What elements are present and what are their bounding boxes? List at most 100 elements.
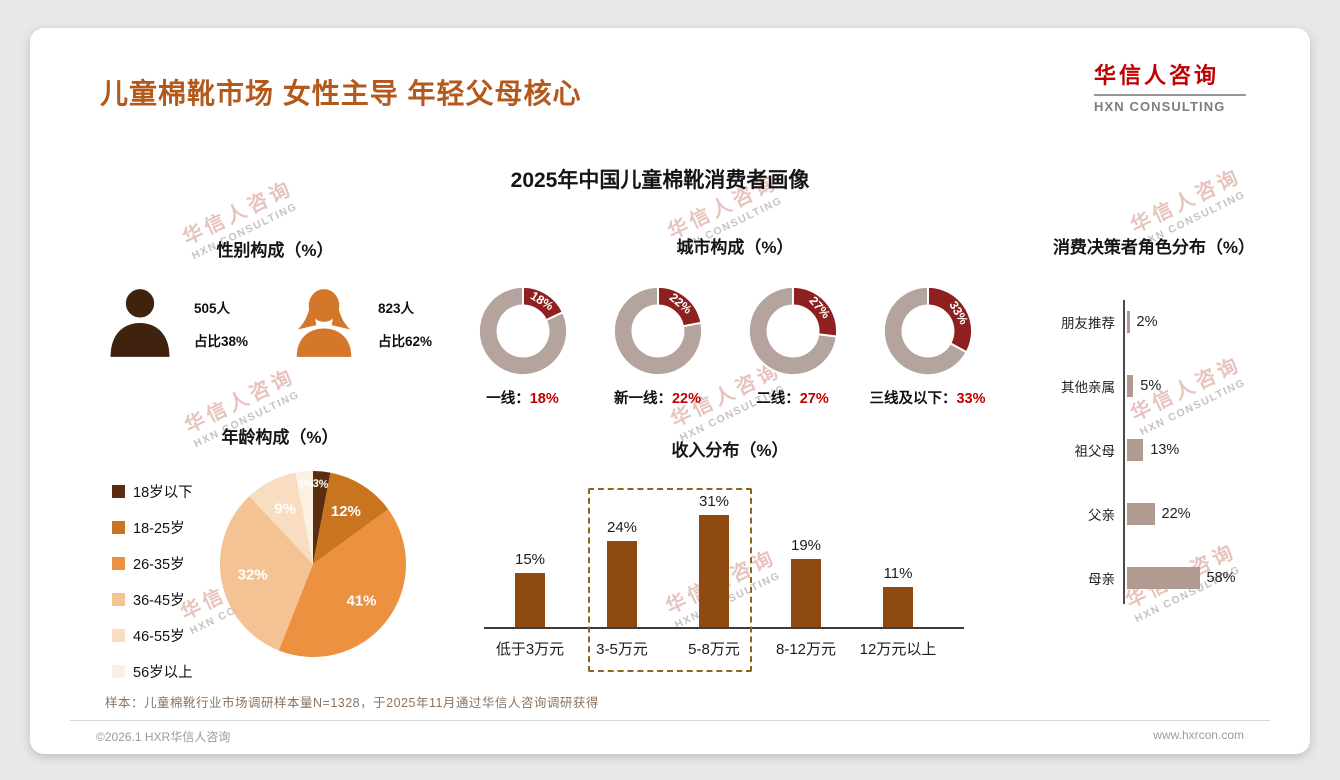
- age-pie-label: 9%: [274, 500, 296, 517]
- age-legend-item: 56岁以上: [112, 661, 193, 682]
- legend-swatch: [112, 521, 125, 534]
- city-donut-cell: 27% 二线：27%: [725, 282, 860, 408]
- donut-highlight-segment: [521, 285, 564, 322]
- city-section: 城市构成（%） 18% 一线：18% 22% 新一线：22% 27% 二线：27…: [455, 233, 1015, 408]
- decision-row: 祖父母 13%: [1015, 418, 1315, 482]
- decision-category-label: 祖父母: [1074, 444, 1116, 459]
- income-value-label: 24%: [606, 519, 638, 536]
- sample-note: 样本：儿童棉靴行业市场调研样本量N=1328，于2025年11月通过华信人咨询调…: [105, 696, 599, 710]
- logo-divider: [1094, 94, 1246, 96]
- income-column: 19%: [760, 537, 852, 627]
- donut-category-text: 二线：: [756, 391, 800, 407]
- income-column: 31%: [668, 493, 760, 627]
- gender-row: 505人 占比38% 823人 占比62%: [90, 285, 460, 361]
- age-pie-label: 3%: [312, 478, 329, 491]
- gender-section-title: 性别构成（%）: [216, 241, 334, 260]
- donut-category-value: 27%: [799, 391, 829, 407]
- income-bar: [515, 573, 545, 627]
- age-legend-item: 36-45岁: [112, 589, 193, 610]
- income-bar: [699, 515, 729, 627]
- age-pie-slice: [295, 471, 313, 564]
- donut-category-text: 一线：: [486, 391, 530, 407]
- chart-main-title: 2025年中国儿童棉靴消费者画像: [510, 169, 810, 192]
- decision-bar-chart: 朋友推荐 2% 其他亲属 5% 祖父母 13% 父亲 22% 母亲 58%: [1015, 290, 1315, 610]
- age-legend-item: 26-35岁: [112, 553, 193, 574]
- brand-logo: 华信人咨询 HXN CONSULTING: [1094, 58, 1246, 114]
- city-donut-cell: 18% 一线：18%: [455, 282, 590, 408]
- legend-label: 26-35岁: [133, 557, 185, 573]
- footer: ©2026.1 HXR华信人咨询 www.hxrcon.com: [96, 728, 1244, 745]
- income-category-label: 5-8万元: [688, 641, 740, 658]
- income-column: 24%: [576, 519, 668, 627]
- gender-count: 505人: [194, 300, 231, 316]
- donut-category-text: 三线及以下：: [869, 391, 957, 407]
- age-pie-label: 41%: [346, 593, 376, 610]
- decision-category-label: 父亲: [1088, 508, 1115, 523]
- income-category-row: 低于3万元 3-5万元 5-8万元 8-12万元 12万元以上: [484, 629, 964, 659]
- age-pie-slice: [313, 472, 389, 564]
- income-category-label: 8-12万元: [775, 641, 837, 658]
- age-pie-slice: [313, 471, 331, 564]
- legend-swatch: [112, 593, 125, 606]
- age-pie-label: 32%: [238, 566, 268, 583]
- legend-label: 56岁以上: [133, 665, 193, 681]
- age-pie-label: 3%: [297, 478, 314, 491]
- legend-swatch: [112, 557, 125, 570]
- income-bar: [607, 541, 637, 627]
- footer-divider: [70, 720, 1270, 721]
- age-pie-slice: [249, 472, 313, 564]
- income-bar: [883, 587, 913, 627]
- female-icon: [296, 289, 352, 357]
- age-section-title: 年龄构成（%）: [221, 428, 339, 447]
- decision-value-label: 2%: [1136, 314, 1158, 330]
- decision-row: 朋友推荐 2%: [1015, 290, 1315, 354]
- donut-highlight-segment: [656, 285, 702, 328]
- male-icon: [110, 289, 170, 357]
- donut-category-value: 18%: [529, 391, 559, 407]
- donut-base-segment: [612, 285, 703, 377]
- gender-share: 占比62%: [378, 333, 433, 349]
- income-highlight-box: [588, 488, 752, 672]
- donut-category-label: 三线及以下：33%: [869, 387, 985, 408]
- donut-base-segment: [747, 285, 838, 377]
- donut-highlight-segment: [791, 285, 838, 338]
- decision-bar: [1127, 439, 1144, 461]
- income-category-label: 低于3万元: [495, 641, 565, 658]
- gender-stats: 823人 占比62%: [378, 297, 432, 350]
- income-value-label: 31%: [698, 493, 730, 510]
- age-legend-item: 18-25岁: [112, 517, 193, 538]
- page-title: 儿童棉靴市场 女性主导 年轻父母核心: [100, 78, 582, 109]
- city-donut-cell: 22% 新一线：22%: [590, 282, 725, 408]
- decision-maker-section: 消费决策者角色分布（%） 朋友推荐 2% 其他亲属 5% 祖父母 13% 父亲 22% 母亲 58…: [1015, 233, 1315, 610]
- income-section-title: 收入分布（%）: [671, 441, 789, 460]
- decision-value-label: 58%: [1206, 570, 1236, 586]
- slide-card: 华信人咨询 HXN CONSULTING 华信人咨询 HXN CONSULTING 华信…: [30, 28, 1310, 754]
- age-legend: 18岁以下 18-25岁 26-35岁 36-45岁 46-55岁 56岁以上: [112, 481, 193, 697]
- donut-category-value: 22%: [671, 391, 702, 407]
- footer-url[interactable]: www.hxrcon.com: [1153, 728, 1244, 742]
- logo-en-text: HXN CONSULTING: [1094, 99, 1226, 114]
- gender-item-female: 823人 占比62%: [288, 285, 432, 361]
- legend-swatch: [112, 485, 125, 498]
- donut-highlight-segment: [926, 285, 973, 354]
- donut-chart: 27%: [747, 285, 838, 377]
- legend-label: 18-25岁: [133, 521, 185, 537]
- city-donut-cell: 33% 三线及以下：33%: [860, 282, 995, 408]
- donut-base-segment: [477, 285, 568, 377]
- decision-bar: [1127, 503, 1155, 525]
- decision-row: 母亲 58%: [1015, 546, 1315, 610]
- gender-section: 性别构成（%） 505人 占比38% 823人 占比62%: [90, 236, 460, 361]
- decision-category-label: 母亲: [1088, 572, 1115, 587]
- income-bar-chart: 15% 24% 31% 19% 11%: [484, 473, 964, 629]
- donut-base-segment: [882, 285, 968, 377]
- legend-label: 46-55岁: [133, 629, 185, 645]
- decision-value-label: 22%: [1161, 506, 1191, 522]
- footer-copyright: ©2026.1 HXR华信人咨询: [96, 730, 231, 744]
- income-value-label: 11%: [883, 565, 913, 582]
- legend-label: 18岁以下: [133, 485, 193, 501]
- decision-category-label: 其他亲属: [1061, 380, 1115, 395]
- decision-row: 父亲 22%: [1015, 482, 1315, 546]
- income-section: 收入分布（%） 15% 24% 31% 19% 11% 低于3万元 3-5万元 5-8万元 8…: [460, 436, 1000, 686]
- logo-cn-text: 华信人咨询: [1094, 63, 1220, 88]
- gender-count: 823人: [378, 300, 415, 316]
